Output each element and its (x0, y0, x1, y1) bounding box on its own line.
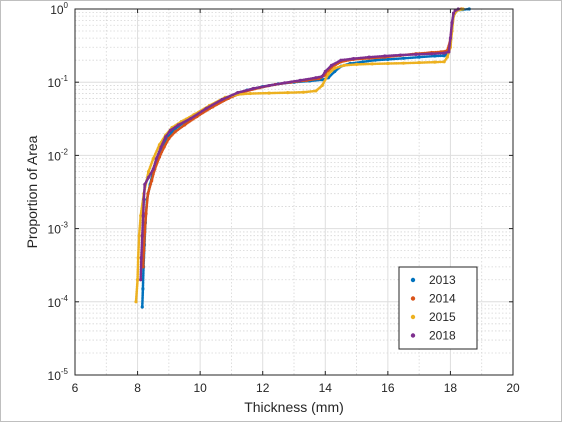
data-point (435, 54, 438, 58)
data-point (435, 60, 438, 64)
y-tick-label: 10-1 (48, 74, 69, 90)
y-tick-label: 10-5 (48, 367, 69, 383)
data-point (433, 54, 437, 58)
x-tick-label: 8 (134, 381, 141, 395)
series-2014 (141, 7, 463, 269)
x-tick-label: 12 (256, 381, 270, 395)
axes-box (74, 8, 514, 376)
y-axis-label: Proportion of Area (24, 135, 40, 248)
series-2018 (139, 7, 460, 282)
y-tick-labels: 10-5 10-4 10-3 10-2 10-1 100 (48, 1, 69, 383)
data-point (437, 54, 440, 58)
legend-label: 2014 (429, 292, 456, 306)
legend-marker (410, 277, 416, 283)
data-point (437, 60, 440, 64)
x-tick-labels: 6 8 10 12 14 16 18 20 (72, 381, 520, 395)
series-layer (134, 7, 471, 309)
data-point (433, 60, 437, 64)
y-tick-label: 10-2 (48, 147, 69, 163)
legend-label: 2018 (429, 329, 456, 343)
x-tick-label: 6 (72, 381, 79, 395)
legend-label: 2015 (429, 310, 456, 324)
x-axis-label: Thickness (mm) (244, 399, 344, 415)
data-point (439, 54, 442, 58)
y-tick-label: 10-3 (48, 221, 69, 237)
x-tick-label: 20 (506, 381, 520, 395)
x-tick-label: 14 (319, 381, 333, 395)
data-point (439, 60, 442, 64)
axis-ticks (74, 8, 514, 376)
legend-marker (410, 333, 416, 338)
data-point (451, 11, 456, 15)
y-tick-label: 100 (50, 1, 68, 17)
x-tick-label: 18 (444, 381, 458, 395)
legend: 2013 2014 2015 2018 (398, 266, 478, 350)
minor-grid (75, 9, 513, 375)
legend-marker (410, 296, 416, 301)
x-tick-label: 16 (381, 381, 395, 395)
legend-label: 2013 (429, 273, 456, 287)
series-2015 (134, 7, 465, 304)
legend-marker (410, 314, 416, 320)
x-tick-label: 10 (193, 381, 207, 395)
y-tick-label: 10-4 (48, 294, 69, 310)
